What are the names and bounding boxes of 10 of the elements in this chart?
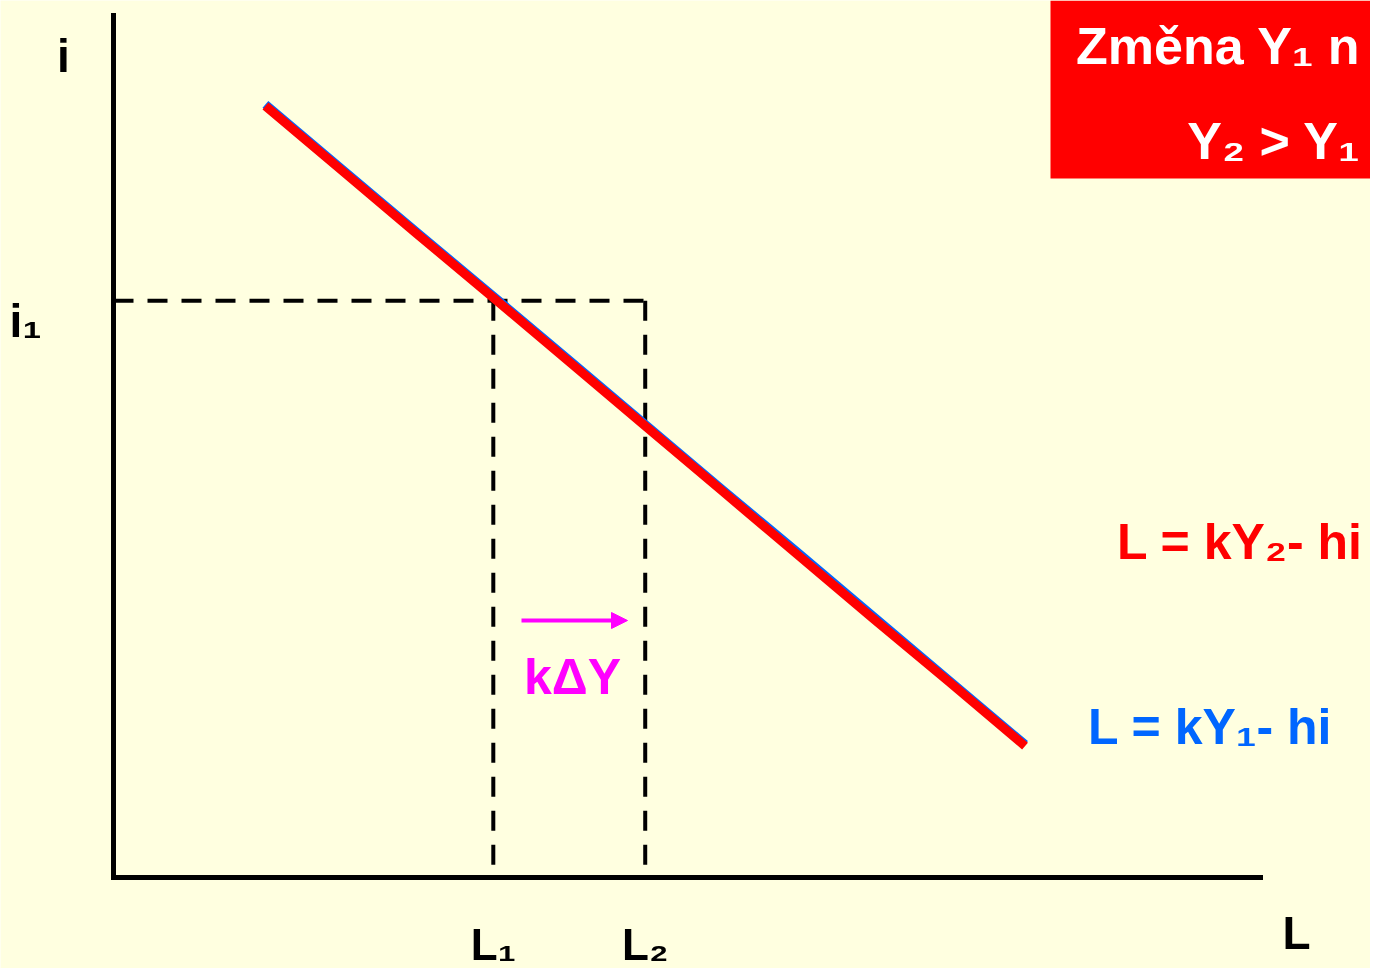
x-tick-label: L₂ bbox=[622, 919, 669, 969]
chart-title: Změna Y₁ n bbox=[1076, 16, 1360, 75]
x-axis-title: L bbox=[1282, 906, 1311, 959]
text: i₁ bbox=[9, 294, 42, 347]
y-axis-title: i bbox=[57, 29, 70, 82]
chart-subtitle: Y₂ > Y₁ bbox=[1187, 111, 1360, 170]
series-label: L = kY₁- hi bbox=[1088, 698, 1332, 755]
annotation: kΔY bbox=[523, 648, 622, 705]
x-tick-label: L₁ bbox=[470, 919, 516, 969]
text: L = kY₂- hi bbox=[1117, 514, 1363, 571]
